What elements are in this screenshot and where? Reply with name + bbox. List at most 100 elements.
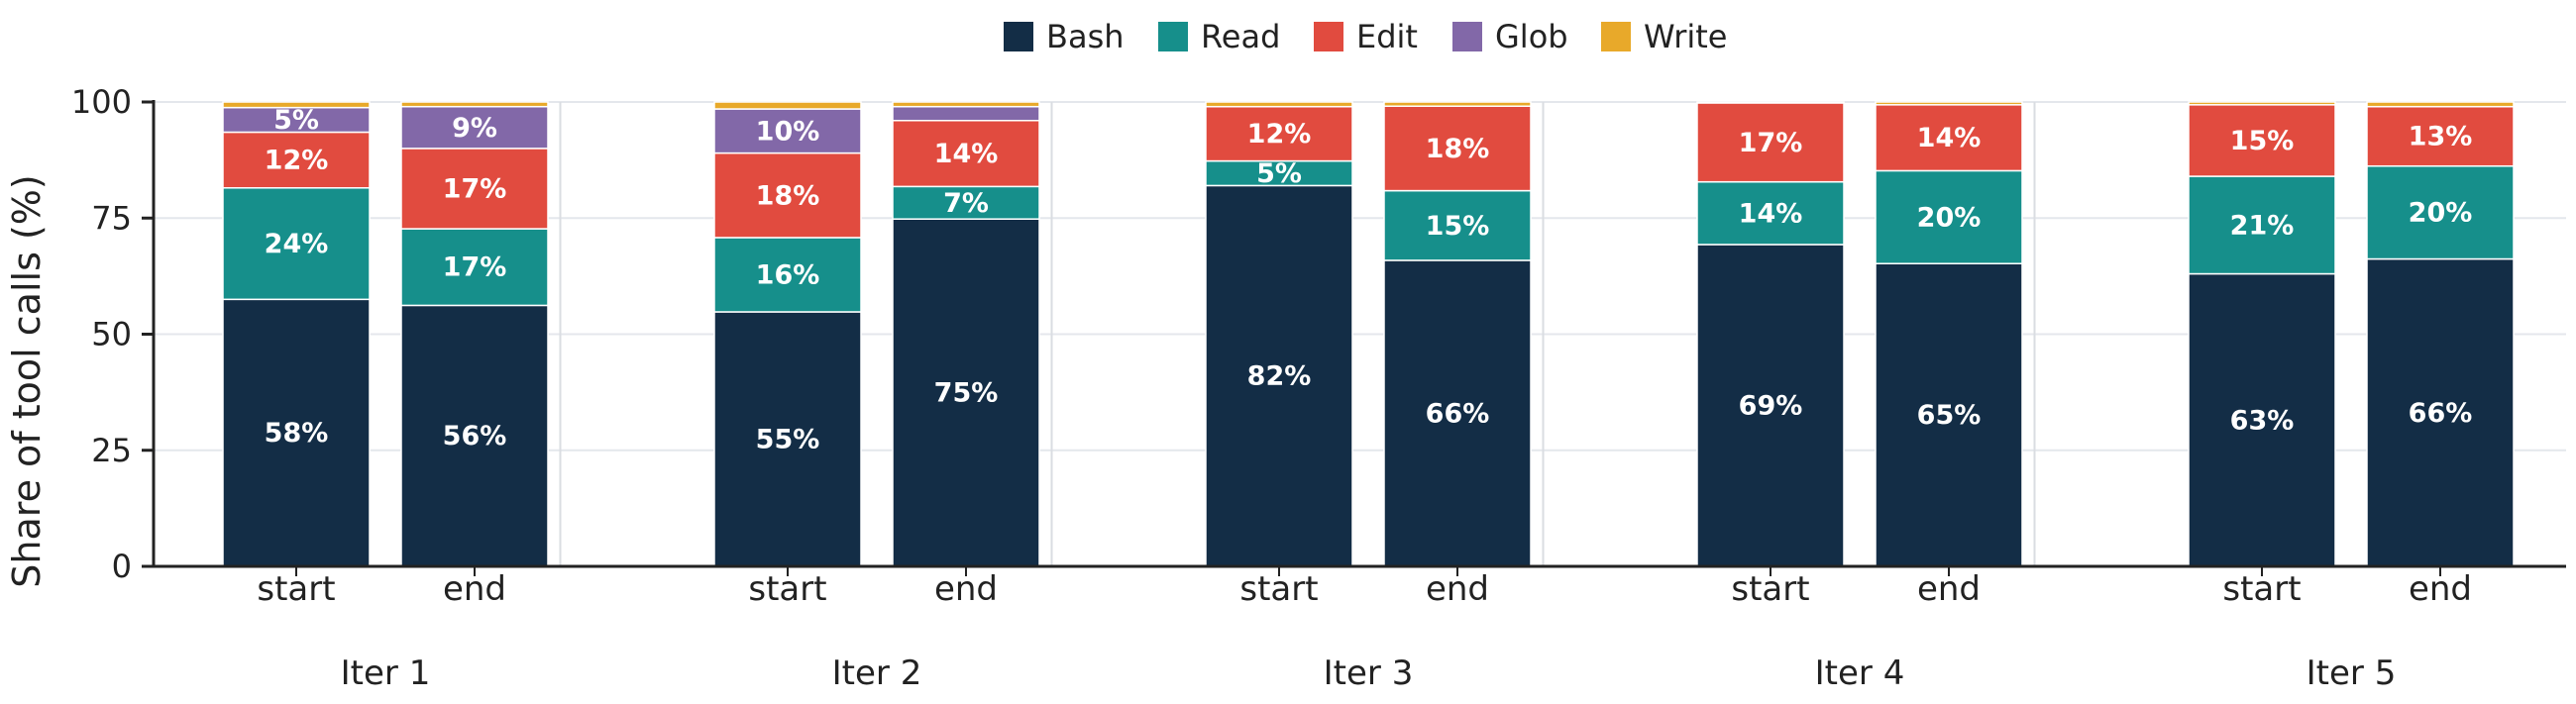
bar-iter-3-start-edit [1205,105,1353,162]
bar-iter-2-start-write [713,101,862,110]
bar-iter-1-end-edit [400,148,549,230]
data-label-iter-4-end-read: 20% [1917,202,1982,233]
bar-iter-3-end-read [1383,189,1532,261]
data-label-iter-2-end-read: 7% [943,188,989,219]
group-label-iter-3: Iter 3 [1324,654,1414,693]
bar-iter-1-start-edit [222,131,371,189]
x-tick-label-iter-1-start: start [257,569,335,609]
x-tick-label-iter-4-start: start [1731,569,1809,609]
axes: 0 25 50 75 100 [71,83,2566,585]
bar-iter-4-start-bash [1696,244,1845,567]
data-label-iter-1-start-edit: 12% [265,146,329,176]
bar-iter-1-end-write [400,101,549,108]
bar-iter-5-end-bash [2366,257,2515,567]
y-tick-label-25: 25 [91,432,132,469]
bar-iter-5-end-write [2366,101,2515,108]
data-label-iter-1-end-glob: 9% [452,113,497,144]
bar-iter-5-start-bash [2188,272,2336,567]
data-label-iter-3-start-read: 5% [1256,158,1302,189]
bar-iter-2-end-write [892,101,1040,108]
data-label-iter-4-end-edit: 14% [1917,123,1982,153]
data-label-iter-5-end-read: 20% [2409,198,2473,229]
data-label-iter-1-start-bash: 58% [265,418,329,449]
x-tick-label-iter-5-start: start [2222,569,2301,609]
bar-iter-1-end-glob [400,105,549,150]
legend-swatch-read [1158,22,1188,51]
legend-label-read: Read [1201,18,1280,55]
bar-iter-1-end-bash [400,304,549,567]
x-tick-label-iter-1-end: end [443,569,506,609]
x-tick-label-iter-2-end: end [934,569,998,609]
x-tick-label-iter-5-end: end [2409,569,2472,609]
bar-iter-4-end-edit [1875,104,2023,172]
data-label-iter-4-start-bash: 69% [1739,390,1803,421]
bar-iter-4-start-write [1696,101,1845,104]
data-label-iter-3-start-bash: 82% [1247,361,1312,392]
legend-swatch-glob [1452,22,1482,51]
bars [222,101,2515,567]
data-label-iter-2-start-glob: 10% [756,116,820,147]
bar-iter-3-start-bash [1205,184,1353,567]
bar-iter-1-start-write [222,101,371,109]
data-label-iter-2-start-bash: 55% [756,424,820,454]
bar-iter-3-end-bash [1383,259,1532,567]
bar-iter-1-end-read [400,228,549,307]
bar-iter-2-end-edit [892,120,1040,188]
legend-label-glob: Glob [1495,18,1568,55]
legend: Bash Read Edit Glob Write [1004,18,1727,55]
bar-iter-3-start-write [1205,101,1353,108]
bar-iter-4-end-read [1875,169,2023,264]
group-label-iter-2: Iter 2 [832,654,922,693]
bar-iter-3-end-write [1383,101,1532,107]
bar-iter-4-end-write [1875,101,2023,106]
bar-iter-5-end-read [2366,164,2515,260]
data-label-iter-1-end-read: 17% [443,252,507,283]
bar-iter-2-start-glob [713,108,862,154]
data-label-iter-1-end-bash: 56% [443,421,507,452]
x-tick-label-iter-2-start: start [748,569,826,609]
bar-iter-2-start-bash [713,311,862,567]
bar-iter-4-end-bash [1875,262,2023,567]
data-label-iter-4-start-edit: 17% [1739,128,1803,158]
legend-swatch-write [1601,22,1631,51]
data-label-iter-1-start-read: 24% [265,229,329,259]
data-label-iter-1-start-glob: 5% [273,105,319,136]
legend-label-edit: Edit [1356,18,1418,55]
bar-iter-3-end-edit [1383,105,1532,192]
legend-label-write: Write [1644,18,1727,55]
bar-iter-5-start-write [2188,101,2336,106]
group-separators [559,102,2036,566]
group-label-iter-5: Iter 5 [2307,654,2397,693]
data-label-iter-5-start-bash: 63% [2230,405,2295,436]
data-labels: 58% 24% 12% 5% 56% 17% 17% 9% 55% 16% 18% 10% 75% 7% 1… [265,105,2473,454]
bar-iter-4-start-edit [1696,102,1845,183]
bar-iter-2-start-read [713,237,862,313]
data-label-iter-3-end-bash: 66% [1426,398,1490,429]
grid [154,101,2566,452]
legend-label-bash: Bash [1046,18,1125,55]
bar-iter-2-end-glob [892,105,1040,122]
data-label-iter-3-start-edit: 12% [1247,119,1312,150]
bar-iter-3-start-read [1205,159,1353,187]
data-label-iter-2-start-edit: 18% [756,180,820,211]
legend-swatch-edit [1314,22,1343,51]
bar-iter-5-start-edit [2188,104,2336,177]
y-axis-label: Share of tool calls (%) [5,174,49,587]
x-tick-label-iter-3-end: end [1426,569,1489,609]
data-label-iter-5-end-bash: 66% [2409,398,2473,429]
legend-swatch-bash [1004,22,1033,51]
bar-iter-4-start-read [1696,180,1845,246]
data-label-iter-5-start-read: 21% [2230,210,2295,241]
y-tick-label-50: 50 [91,316,132,353]
group-label-iter-4: Iter 4 [1815,654,1905,693]
data-label-iter-5-start-edit: 15% [2230,126,2295,156]
y-tick-label-0: 0 [112,548,132,585]
group-label-iter-1: Iter 1 [341,654,431,693]
data-label-iter-4-end-bash: 65% [1917,400,1982,431]
x-tick-label-iter-3-start: start [1239,569,1318,609]
bar-iter-2-end-bash [892,218,1040,567]
bar-iter-2-start-edit [713,151,862,239]
data-label-iter-3-end-edit: 18% [1426,134,1490,164]
data-label-iter-3-end-read: 15% [1426,211,1490,242]
bar-iter-2-end-read [892,185,1040,220]
